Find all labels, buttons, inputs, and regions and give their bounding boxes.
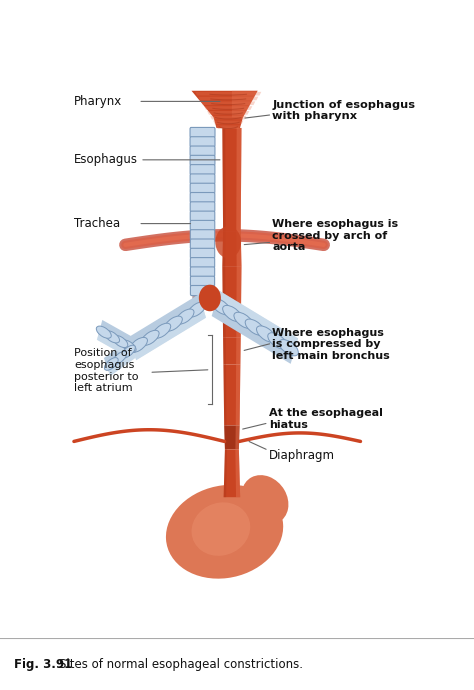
FancyBboxPatch shape <box>191 248 215 258</box>
Ellipse shape <box>113 351 127 364</box>
Polygon shape <box>223 364 240 426</box>
Polygon shape <box>213 121 243 124</box>
Polygon shape <box>222 266 226 338</box>
FancyBboxPatch shape <box>191 286 215 295</box>
Polygon shape <box>208 128 213 301</box>
Ellipse shape <box>129 337 147 353</box>
Polygon shape <box>236 449 240 497</box>
Text: Fig. 3.91: Fig. 3.91 <box>14 658 77 671</box>
Ellipse shape <box>211 299 231 315</box>
Polygon shape <box>236 426 240 449</box>
Polygon shape <box>236 364 240 426</box>
Polygon shape <box>192 128 195 301</box>
Polygon shape <box>195 92 261 95</box>
Text: Esophagus: Esophagus <box>74 153 138 166</box>
Ellipse shape <box>242 475 288 524</box>
Polygon shape <box>134 310 206 360</box>
FancyBboxPatch shape <box>190 193 215 203</box>
Ellipse shape <box>164 316 182 331</box>
FancyBboxPatch shape <box>191 267 215 277</box>
Ellipse shape <box>176 309 194 324</box>
Polygon shape <box>237 232 241 266</box>
Polygon shape <box>198 97 258 100</box>
Text: Junction of esophagus
with pharynx: Junction of esophagus with pharynx <box>272 99 415 121</box>
Polygon shape <box>104 339 136 376</box>
Ellipse shape <box>199 285 221 311</box>
Polygon shape <box>97 333 132 358</box>
Text: At the esophageal
hiatus: At the esophageal hiatus <box>269 408 383 430</box>
FancyBboxPatch shape <box>190 230 215 240</box>
Polygon shape <box>232 91 258 117</box>
Text: Where esophagus
is compressed by
left main bronchus: Where esophagus is compressed by left ma… <box>272 328 390 361</box>
Text: Diaphragm: Diaphragm <box>269 449 335 462</box>
Text: Where esophagus is
crossed by arch of
aorta: Where esophagus is crossed by arch of ao… <box>272 219 399 253</box>
Polygon shape <box>201 101 255 105</box>
Polygon shape <box>236 338 241 364</box>
Polygon shape <box>192 128 213 301</box>
Ellipse shape <box>191 502 250 556</box>
Polygon shape <box>237 266 241 338</box>
Polygon shape <box>222 232 226 266</box>
FancyBboxPatch shape <box>190 155 215 166</box>
Polygon shape <box>210 116 246 119</box>
Polygon shape <box>223 364 227 426</box>
Polygon shape <box>207 111 249 115</box>
Text: Trachea: Trachea <box>74 217 120 230</box>
Polygon shape <box>129 294 206 360</box>
Ellipse shape <box>113 335 128 348</box>
Polygon shape <box>224 449 240 497</box>
Ellipse shape <box>215 226 241 258</box>
Text: Position of
esophagus
posterior to
left atrium: Position of esophagus posterior to left … <box>74 348 138 393</box>
Ellipse shape <box>256 326 276 342</box>
FancyBboxPatch shape <box>190 146 215 156</box>
Ellipse shape <box>188 302 206 317</box>
Polygon shape <box>222 266 241 338</box>
Ellipse shape <box>104 357 118 371</box>
Ellipse shape <box>223 306 242 322</box>
FancyBboxPatch shape <box>191 257 215 268</box>
Polygon shape <box>237 128 241 232</box>
Ellipse shape <box>245 319 264 335</box>
Polygon shape <box>108 351 136 376</box>
FancyBboxPatch shape <box>190 239 215 249</box>
FancyBboxPatch shape <box>191 276 215 286</box>
Polygon shape <box>222 128 241 232</box>
FancyBboxPatch shape <box>190 165 215 175</box>
Polygon shape <box>217 290 298 347</box>
Ellipse shape <box>105 331 119 343</box>
Ellipse shape <box>121 340 136 352</box>
Ellipse shape <box>153 323 171 338</box>
Ellipse shape <box>279 339 298 356</box>
Polygon shape <box>224 426 240 449</box>
Polygon shape <box>223 338 226 364</box>
FancyBboxPatch shape <box>190 174 215 184</box>
Text: Pharynx: Pharynx <box>74 95 122 108</box>
FancyBboxPatch shape <box>190 184 215 193</box>
Ellipse shape <box>96 326 111 338</box>
Polygon shape <box>191 91 258 128</box>
Ellipse shape <box>268 333 287 349</box>
Polygon shape <box>224 426 227 449</box>
FancyBboxPatch shape <box>190 220 215 230</box>
Polygon shape <box>212 290 298 364</box>
Polygon shape <box>216 126 240 129</box>
Ellipse shape <box>166 485 283 579</box>
FancyBboxPatch shape <box>190 201 215 212</box>
Ellipse shape <box>121 345 135 358</box>
Polygon shape <box>222 128 226 232</box>
Polygon shape <box>223 338 241 364</box>
Polygon shape <box>222 232 241 266</box>
Polygon shape <box>204 106 252 110</box>
Polygon shape <box>224 449 227 497</box>
Ellipse shape <box>141 331 159 345</box>
FancyBboxPatch shape <box>190 137 215 147</box>
FancyBboxPatch shape <box>190 128 215 137</box>
Polygon shape <box>97 320 136 358</box>
Text: Sites of normal esophageal constrictions.: Sites of normal esophageal constrictions… <box>59 658 303 671</box>
FancyBboxPatch shape <box>190 211 215 221</box>
Ellipse shape <box>234 313 253 328</box>
